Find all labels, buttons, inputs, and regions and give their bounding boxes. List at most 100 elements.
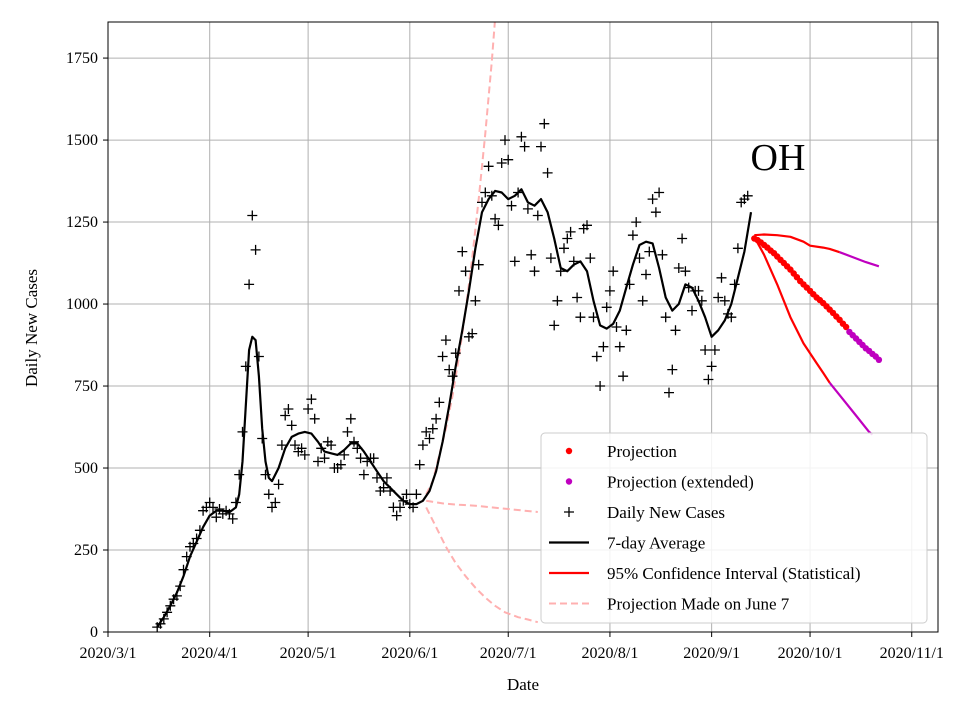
daily-cases-point	[732, 243, 743, 254]
x-tick-label: 2020/3/1	[80, 645, 137, 662]
y-tick-label: 1250	[66, 214, 98, 231]
daily-cases-point	[647, 194, 658, 205]
daily-cases-point	[565, 226, 576, 237]
daily-cases-point	[719, 295, 730, 306]
95-ci-upper-line	[754, 233, 840, 254]
daily-cases-point	[349, 436, 359, 447]
daily-cases-point	[230, 497, 241, 508]
x-axis-label: Date	[507, 675, 539, 694]
y-tick-label: 1750	[66, 50, 98, 67]
daily-cases-point	[713, 292, 724, 303]
daily-cases-point	[454, 285, 464, 296]
legend-label: Projection Made on June 7	[607, 595, 790, 614]
legend-label: Daily New Cases	[607, 503, 725, 522]
daily-cases-point	[526, 249, 537, 260]
daily-cases-point	[391, 510, 402, 521]
daily-cases-point	[575, 312, 586, 323]
daily-cases-point	[631, 217, 642, 228]
daily-cases-point	[664, 387, 674, 398]
daily-cases-point	[447, 371, 458, 382]
daily-cases-point	[595, 381, 606, 391]
daily-cases-point	[316, 443, 327, 454]
legend-marker-dot	[565, 447, 573, 455]
daily-cases-point	[486, 190, 497, 201]
daily-cases-point	[604, 285, 615, 296]
projection-extended-point	[875, 356, 883, 363]
daily-cases-point	[618, 371, 629, 382]
daily-cases-point	[729, 279, 740, 290]
daily-cases-point	[598, 341, 609, 352]
daily-cases-point	[490, 213, 501, 224]
daily-cases-point	[457, 246, 468, 257]
daily-cases-point	[624, 279, 635, 290]
daily-cases-point	[253, 351, 264, 362]
daily-cases-point	[611, 322, 622, 332]
daily-cases-point	[181, 551, 192, 562]
daily-cases-point	[273, 479, 284, 490]
daily-cases-point	[683, 282, 694, 293]
daily-cases-point	[509, 256, 520, 267]
daily-cases-point	[280, 410, 291, 421]
daily-cases-point	[417, 440, 428, 451]
daily-cases-point	[716, 272, 727, 283]
daily-cases-point	[234, 469, 245, 480]
x-tick-label: 2020/6/1	[381, 645, 438, 662]
y-axis-label: Daily New Cases	[22, 269, 41, 387]
y-tick-label: 750	[74, 378, 98, 395]
daily-cases-point	[500, 135, 510, 146]
daily-cases-point	[440, 335, 451, 346]
daily-cases-point	[693, 285, 704, 296]
daily-cases-point	[283, 404, 294, 414]
x-tick-label: 2020/5/1	[280, 645, 337, 662]
daily-cases-point	[434, 397, 445, 408]
95-ci-upper-extended-line	[839, 251, 880, 268]
daily-cases-point	[536, 141, 546, 152]
daily-cases-point	[313, 456, 323, 467]
daily-cases-point	[532, 210, 543, 221]
daily-cases-point	[473, 259, 484, 270]
y-tick-label: 1500	[66, 132, 98, 149]
daily-cases-point	[244, 279, 255, 290]
y-tick-label: 0	[90, 624, 98, 641]
7-day-average-line	[156, 188, 753, 628]
legend-label: 95% Confidence Interval (Statistical)	[607, 564, 861, 583]
daily-cases-point	[634, 253, 645, 264]
daily-cases-point	[431, 413, 442, 424]
daily-cases-point	[414, 459, 425, 470]
daily-cases-point	[703, 374, 714, 385]
legend-label: 7-day Average	[607, 534, 705, 553]
daily-cases-point	[303, 404, 314, 414]
daily-cases-point	[516, 131, 527, 142]
daily-cases-point	[326, 440, 337, 451]
daily-cases-point	[290, 440, 300, 451]
legend-label: Projection (extended)	[607, 473, 754, 492]
daily-cases-point	[306, 394, 317, 405]
daily-cases-point	[572, 292, 583, 303]
daily-cases-point	[444, 364, 455, 375]
x-tick-label: 2020/8/1	[581, 645, 638, 662]
projection-point	[842, 323, 850, 331]
x-tick-label: 2020/4/1	[181, 645, 238, 662]
daily-cases-point	[194, 525, 205, 536]
daily-cases-point	[171, 590, 182, 601]
daily-cases-point	[385, 486, 396, 496]
daily-cases-point	[585, 253, 596, 264]
daily-cases-point	[637, 295, 648, 306]
daily-cases-point	[227, 513, 238, 524]
daily-cases-point	[559, 243, 569, 254]
y-tick-label: 500	[74, 460, 98, 477]
x-tick-label: 2020/10/1	[778, 645, 843, 662]
daily-cases-point	[696, 295, 707, 306]
projection-made-on-june-7-middle-line	[426, 499, 538, 513]
daily-cases-point	[191, 533, 202, 544]
y-tick-label: 250	[74, 542, 98, 559]
axes-frame	[107, 21, 939, 633]
daily-cases-point	[421, 426, 432, 437]
daily-cases-point	[742, 190, 753, 201]
daily-cases-point	[483, 161, 494, 172]
95-ci-lower-line	[753, 236, 831, 384]
daily-cases-point	[477, 197, 487, 208]
daily-cases-point	[667, 364, 678, 375]
daily-cases-point	[335, 459, 346, 470]
daily-cases-point	[601, 302, 612, 313]
